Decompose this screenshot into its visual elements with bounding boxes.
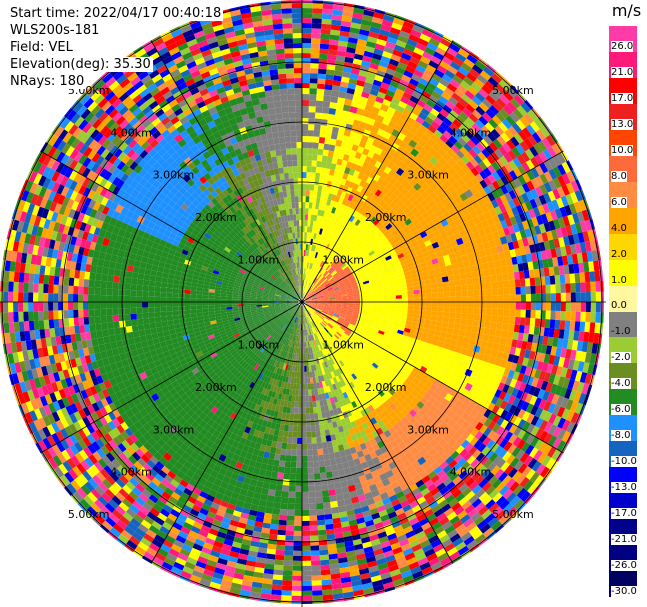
- colorbar-tick-label: -6.0: [611, 404, 631, 416]
- range-ring-label: 1.00km: [322, 254, 364, 267]
- colorbar-segment: -2.0: [609, 337, 637, 364]
- range-ring-label: 4.00km: [110, 466, 152, 479]
- range-ring-label: 5.00km: [492, 84, 534, 97]
- colorbar-segment: 2.0: [609, 233, 637, 261]
- colorbar-segment: -13.0: [609, 467, 637, 494]
- range-ring-label: 4.00km: [450, 466, 492, 479]
- colorbar-tick-label: 0.0: [611, 300, 627, 312]
- colorbar-segment: -17.0: [609, 493, 637, 520]
- colorbar-tick-label: -10.0: [611, 456, 637, 468]
- colorbar-tick-label: -8.0: [611, 430, 631, 442]
- radar-ppi-plot: 1.00km 2.00km 3.00km 4.00km 5.00km 1.00km 2.00…: [0, 0, 606, 607]
- colorbar-tick-label: 17.0: [611, 92, 634, 104]
- range-ring-label: 1.00km: [238, 338, 280, 351]
- colorbar-tick-label: 21.0: [611, 66, 634, 78]
- range-ring-label: 3.00km: [407, 169, 449, 182]
- range-ring-label: 2.00km: [365, 211, 407, 224]
- range-ring-label: 3.00km: [407, 423, 449, 436]
- colorbar-segment: -1.0: [609, 311, 637, 338]
- range-ring-label: 5.00km: [492, 508, 534, 521]
- colorbar: m/s 26.0 21.0 17.0 13.0 10.0 8.0 6.0 4.0 2.0 1.0 0…: [606, 0, 647, 607]
- azimuth-line: [150, 301, 303, 564]
- plot-info: Start time: 2022/04/17 00:40:18 WLS200s-…: [8, 5, 224, 90]
- velocity-field: [0, 0, 604, 604]
- elevation-label: Elevation(deg): 35.30: [8, 57, 153, 72]
- colorbar-tick-label: -17.0: [611, 508, 637, 520]
- colorbar-segment: 8.0: [609, 155, 637, 183]
- range-ring-label: 3.00km: [153, 423, 195, 436]
- instrument-label: WLS200s-181: [8, 23, 102, 38]
- colorbar-segment: 13.0: [609, 103, 637, 131]
- colorbar-tick-label: 2.0: [611, 248, 627, 260]
- colorbar-segment: 1.0: [609, 259, 637, 287]
- colorbar-tick-label: -2.0: [611, 352, 631, 364]
- range-ring-label: 2.00km: [195, 211, 237, 224]
- colorbar-segment: -4.0: [609, 363, 637, 390]
- field-label: Field: VEL: [8, 40, 75, 55]
- colorbar-segment: 21.0: [609, 51, 637, 79]
- colorbar-tick-label: 13.0: [611, 118, 634, 130]
- azimuth-line: [150, 40, 303, 303]
- colorbar-tick-label: -13.0: [611, 482, 637, 494]
- colorbar-segment: 26.0: [609, 26, 637, 53]
- colorbar-tick-label: -26.0: [611, 560, 637, 572]
- range-ring-label: 4.00km: [110, 126, 152, 139]
- range-ring-label: 1.00km: [322, 338, 364, 351]
- range-ring-label: 4.00km: [450, 126, 492, 139]
- range-ring-label: 2.00km: [365, 381, 407, 394]
- colorbar-tick-label: 26.0: [611, 40, 634, 52]
- colorbar-tick-label: 1.0: [611, 274, 627, 286]
- azimuth-line: [301, 150, 564, 303]
- colorbar-tick-label: -30.0: [611, 585, 637, 597]
- colorbar-tick-label: -21.0: [611, 534, 637, 546]
- colorbar-segment: -26.0: [609, 545, 637, 572]
- range-ring-label: 5.00km: [68, 508, 110, 521]
- colorbar-segment: 10.0: [609, 129, 637, 157]
- colorbar-segment: -30.0: [609, 571, 637, 598]
- colorbar-segment: -8.0: [609, 415, 637, 442]
- azimuth-line: [301, 40, 454, 303]
- colorbar-tick-label: -4.0: [611, 378, 631, 390]
- colorbar-tick-label: 4.0: [611, 222, 627, 234]
- range-ring-label: 3.00km: [153, 169, 195, 182]
- colorbar-tick-label: -1.0: [611, 326, 631, 338]
- colorbar-tick-label: 6.0: [611, 196, 627, 208]
- colorbar-tick-label: 10.0: [611, 144, 634, 156]
- colorbar-segment: 0.0: [609, 285, 637, 312]
- azimuth-line: [40, 150, 303, 303]
- azimuth-line: [301, 301, 454, 564]
- range-ring-label: 1.00km: [238, 254, 280, 267]
- range-ring-label: 2.00km: [195, 381, 237, 394]
- colorbar-segment: 4.0: [609, 207, 637, 235]
- colorbar-segment: -21.0: [609, 519, 637, 546]
- start-time-label: Start time: 2022/04/17 00:40:18: [8, 6, 224, 21]
- colorbar-segment: 6.0: [609, 181, 637, 209]
- nrays-label: NRays: 180: [8, 74, 87, 89]
- colorbar-segment: -10.0: [609, 441, 637, 468]
- colorbar-segment: -6.0: [609, 389, 637, 416]
- azimuth-line: [40, 301, 303, 454]
- colorbar-segment: 17.0: [609, 77, 637, 105]
- colorbar-tick-label: 8.0: [611, 170, 627, 182]
- colorbar-unit: m/s: [611, 1, 642, 20]
- azimuth-line: [301, 301, 564, 454]
